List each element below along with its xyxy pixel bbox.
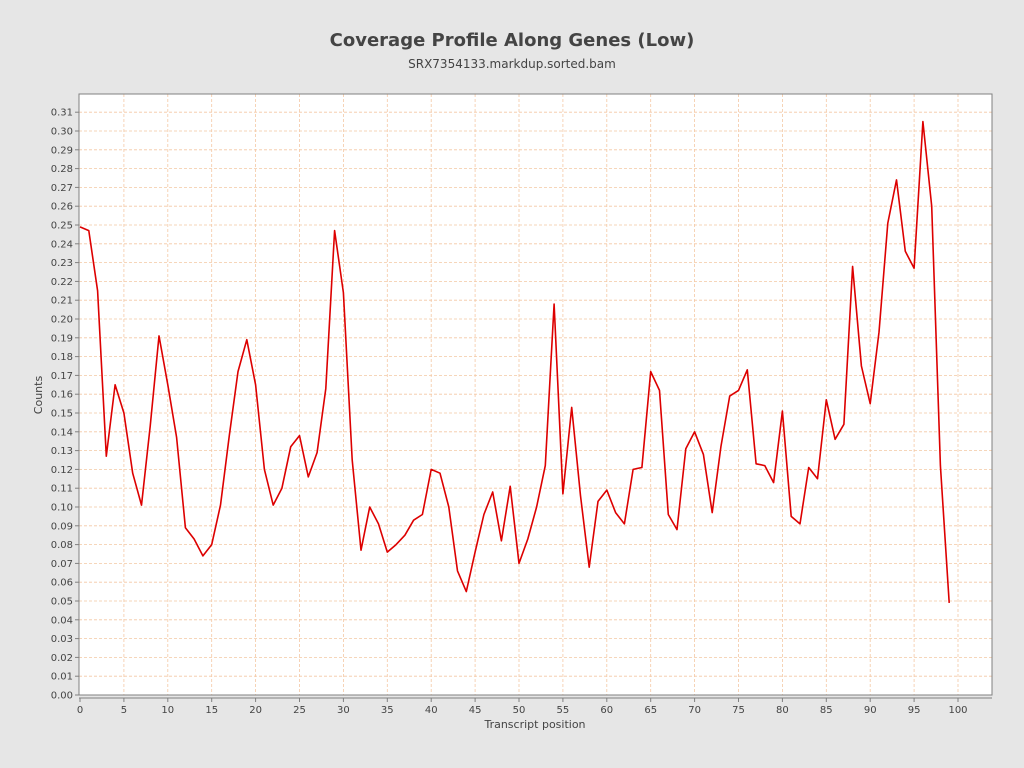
x-tick-label: 85 xyxy=(820,705,833,716)
y-tick-label: 0.14 xyxy=(51,427,73,438)
x-tick-label: 45 xyxy=(469,705,482,716)
chart-title: Coverage Profile Along Genes (Low) xyxy=(329,30,695,51)
y-tick-label: 0.21 xyxy=(51,296,73,307)
y-tick-label: 0.01 xyxy=(51,672,73,683)
y-tick-label: 0.15 xyxy=(51,409,73,420)
x-tick-label: 40 xyxy=(425,705,438,716)
x-tick-label: 80 xyxy=(776,705,789,716)
x-tick-label: 95 xyxy=(908,705,921,716)
y-tick-label: 0.28 xyxy=(51,164,73,175)
y-axis: 0.00 0.01 0.02 0.03 0.04 0.05 0.06 0.07 0.08 0.09… xyxy=(51,108,79,702)
x-axis-title: Transcript position xyxy=(483,718,585,731)
y-tick-label: 0.12 xyxy=(51,465,73,476)
y-tick-label: 0.11 xyxy=(51,484,73,495)
y-tick-label: 0.26 xyxy=(51,202,73,213)
x-tick-label: 30 xyxy=(337,705,350,716)
y-tick-label: 0.02 xyxy=(51,653,73,664)
y-tick-label: 0.29 xyxy=(51,145,73,156)
y-axis-title: Counts xyxy=(32,376,45,415)
x-tick-label: 15 xyxy=(205,705,218,716)
y-tick-label: 0.30 xyxy=(51,127,73,138)
x-tick-label: 5 xyxy=(121,705,127,716)
y-tick-label: 0.27 xyxy=(51,183,73,194)
y-tick-label: 0.08 xyxy=(51,540,73,551)
y-tick-label: 0.09 xyxy=(51,521,73,532)
coverage-series-line xyxy=(79,120,950,603)
x-tick-label: 75 xyxy=(732,705,745,716)
chart-subtitle: SRX7354133.markdup.sorted.bam xyxy=(408,57,616,71)
y-tick-label: 0.22 xyxy=(51,277,73,288)
x-tick-label: 65 xyxy=(644,705,657,716)
y-tick-label: 0.07 xyxy=(51,559,73,570)
y-tick-label: 0.25 xyxy=(51,221,73,232)
y-tick-label: 0.10 xyxy=(51,503,73,514)
y-tick-label: 0.24 xyxy=(51,239,73,250)
y-tick-label: 0.16 xyxy=(51,390,73,401)
x-axis: 0 5 10 15 20 25 30 35 40 45 50 55 60 65 70 75 80 85 90 95 10… xyxy=(77,697,992,716)
x-tick-label: 35 xyxy=(381,705,394,716)
x-tick-label: 0 xyxy=(77,705,83,716)
x-tick-label: 100 xyxy=(948,705,967,716)
x-tick-label: 50 xyxy=(513,705,526,716)
y-tick-label: 0.03 xyxy=(51,634,73,645)
x-tick-label: 90 xyxy=(864,705,877,716)
y-tick-label: 0.00 xyxy=(51,691,73,702)
x-tick-label: 55 xyxy=(557,705,570,716)
y-tick-label: 0.05 xyxy=(51,597,73,608)
series-group xyxy=(79,120,950,603)
y-tick-label: 0.04 xyxy=(51,615,73,626)
x-tick-label: 10 xyxy=(161,705,174,716)
x-tick-label: 70 xyxy=(688,705,701,716)
y-tick-label: 0.17 xyxy=(51,371,73,382)
y-tick-label: 0.13 xyxy=(51,446,73,457)
x-tick-label: 25 xyxy=(293,705,306,716)
x-tick-label: 20 xyxy=(249,705,262,716)
y-tick-label: 0.19 xyxy=(51,333,73,344)
y-tick-label: 0.06 xyxy=(51,578,73,589)
y-tick-label: 0.23 xyxy=(51,258,73,269)
y-tick-label: 0.18 xyxy=(51,352,73,363)
x-tick-label: 60 xyxy=(600,705,613,716)
y-tick-label: 0.20 xyxy=(51,315,73,326)
y-tick-label: 0.31 xyxy=(51,108,73,119)
grid xyxy=(79,94,992,695)
